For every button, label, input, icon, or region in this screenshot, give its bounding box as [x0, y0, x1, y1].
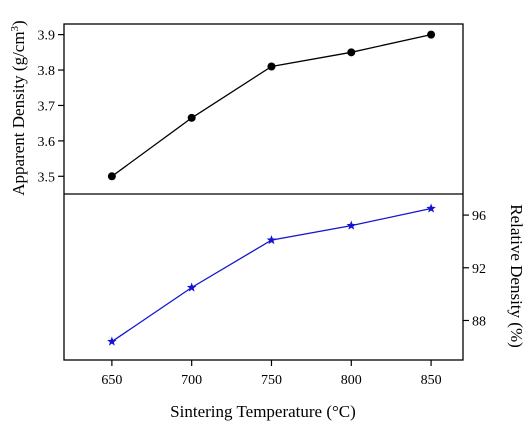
x-tick-label: 700 — [181, 373, 202, 388]
plot-frame — [63, 23, 464, 361]
series-line — [111, 207, 432, 343]
y-tick-label: 3.5 — [38, 170, 56, 185]
series-layer — [107, 30, 436, 346]
y-tick-label: 3.6 — [38, 135, 56, 150]
ticks-layer: 650 700 750 800 850 3.5 3.6 3.7 3.8 3.9 88 92 96 — [38, 29, 487, 388]
y-tick-label: 3.9 — [38, 29, 56, 44]
data-point — [426, 203, 436, 213]
x-tick-label: 650 — [101, 373, 122, 388]
y-tick-label: 88 — [472, 314, 486, 329]
y-tick-label: 92 — [472, 262, 486, 277]
data-point — [107, 172, 116, 181]
data-point — [107, 336, 117, 346]
x-axis-title: Sintering Temperature (°C) — [170, 402, 356, 421]
x-tick-label: 750 — [261, 373, 282, 388]
y-tick-label: 96 — [472, 209, 486, 224]
x-tick-label: 850 — [421, 373, 442, 388]
data-point — [186, 282, 197, 292]
series-line — [111, 33, 432, 177]
x-tick-label: 800 — [341, 373, 362, 388]
data-point — [187, 113, 196, 122]
data-point — [347, 48, 356, 57]
top-y-axis-title: Apparent Density (g/cm3) — [9, 20, 28, 195]
data-point — [346, 220, 357, 230]
data-point — [267, 62, 276, 71]
y-tick-label: 3.7 — [38, 99, 56, 114]
bottom-y-axis-title: Relative Density (%) — [507, 204, 526, 348]
data-point — [266, 235, 277, 245]
y-tick-label: 3.8 — [38, 64, 56, 79]
data-point — [427, 30, 436, 39]
